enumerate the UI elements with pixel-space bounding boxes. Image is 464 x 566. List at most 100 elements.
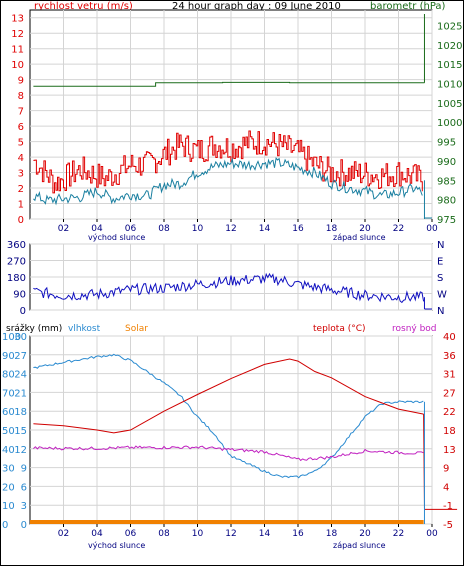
pressure-tick-label: 980: [437, 196, 456, 207]
compass-tick-label: E: [437, 257, 443, 268]
wind-speed-tick-label: 4: [18, 153, 24, 164]
panel1-x-tick-label: 02: [58, 224, 69, 234]
pressure-tick-label: 995: [437, 138, 456, 149]
precip-axis-label: srážky (mm): [6, 324, 62, 334]
dew-point-axis-label: rosný bod: [392, 324, 437, 334]
direction-tick-label: 360: [7, 240, 26, 251]
panel1-x-tick-label: 20: [359, 224, 371, 234]
humidity-tick-label: 21: [14, 388, 27, 399]
direction-tick-label: 0: [20, 306, 26, 317]
precip-tick-label: 40: [2, 445, 15, 456]
chart-title: 24 hour graph day : 09 June 2010: [172, 1, 341, 12]
pressure-line: [33, 81, 425, 87]
pressure-tick-label: 990: [437, 157, 456, 168]
panel3-x-tick-label: 08: [158, 529, 170, 539]
pressure-tick-label: 1000: [437, 118, 462, 129]
panel3-x-tick-label: 06: [125, 529, 137, 539]
temperature-line: [33, 358, 424, 434]
humidity-tick-label: 3: [21, 501, 27, 512]
precip-tick-label: 80: [2, 370, 15, 381]
compass-tick-label: S: [437, 273, 443, 284]
humidity-line: [33, 353, 424, 479]
wind-speed-tick-label: 6: [18, 122, 24, 133]
temperature-tick-label: 40: [443, 332, 456, 343]
wind-speed-tick-label: 3: [18, 169, 24, 180]
sunset-label: západ slunce: [333, 233, 386, 242]
compass-tick-label: W: [437, 290, 447, 301]
wind-speed-tick-label: 12: [11, 29, 24, 40]
temperature-humidity-panel: srážky (mm) vlhkost Solar teplota (°C) r…: [2, 324, 458, 550]
dew-point-line: [33, 445, 424, 462]
humidity-tick-label: 27: [14, 351, 27, 362]
temperature-tick-label: 36: [443, 351, 456, 362]
panel3-x-tick-label: 12: [225, 529, 236, 539]
wind-speed-axis-label: rychlost vetru (m/s): [34, 1, 133, 12]
temperature-tick-label: 9: [443, 464, 449, 475]
panel1-x-tick-label: 00: [426, 224, 438, 234]
panel3-x-tick-label: 02: [58, 529, 69, 539]
wind-speed-tick-label: 9: [18, 76, 24, 87]
precip-tick-label: 30: [2, 464, 15, 475]
humidity-axis-label: vlhkost: [68, 324, 101, 334]
temperature-tick-label: 27: [443, 388, 456, 399]
wind-speed-tick-label: 10: [11, 60, 24, 71]
precip-tick-label: 0: [2, 520, 8, 531]
wind-direction-line: [33, 272, 425, 304]
pressure-tick-label: 1010: [437, 80, 462, 91]
wind-speed-tick-label: 13: [11, 14, 24, 25]
pressure-tick-label: 1005: [437, 99, 462, 110]
precip-tick-label: 10: [2, 501, 15, 512]
panel1-x-tick-label: 18: [326, 224, 338, 234]
wind-speed-tick-label: 7: [18, 107, 24, 118]
panel3-x-tick-label: 00: [426, 529, 438, 539]
panel1-x-tick-label: 16: [292, 224, 304, 234]
panel3-x-tick-label: 20: [359, 529, 371, 539]
sunrise-label-bottom: východ slunce: [88, 541, 145, 550]
humidity-tick-label: 0: [21, 520, 27, 531]
humidity-tick-label: 18: [14, 407, 27, 418]
temperature-tick-label: 13: [443, 445, 456, 456]
direction-tick-label: 90: [13, 290, 26, 301]
temperature-tick-label: -1: [443, 501, 453, 512]
humidity-tick-label: 24: [14, 370, 27, 381]
solar-axis-label: Solar: [125, 324, 148, 334]
direction-tick-label: 270: [7, 257, 26, 268]
precip-tick-label: 90: [2, 351, 15, 362]
temperature-tick-label: 4: [443, 482, 449, 493]
panel1-x-tick-label: 12: [225, 224, 236, 234]
wind-speed-tick-label: 5: [18, 138, 24, 149]
panel3-x-tick-label: 16: [292, 529, 304, 539]
panel3-x-tick-label: 22: [393, 529, 404, 539]
pressure-tick-label: 1025: [437, 21, 462, 32]
direction-tick-label: 180: [7, 273, 26, 284]
temperature-tick-label: 31: [443, 370, 456, 381]
precip-tick-label: 20: [2, 482, 15, 493]
panel3-x-tick-label: 18: [326, 529, 338, 539]
pressure-tick-label: 1020: [437, 41, 462, 52]
precip-tick-label: 100: [2, 332, 21, 343]
precip-tick-label: 60: [2, 407, 15, 418]
panel3-x-tick-label: 04: [91, 529, 103, 539]
wind-speed-tick-label: 8: [18, 91, 24, 102]
sunrise-label: východ slunce: [88, 233, 145, 242]
precip-tick-label: 70: [2, 388, 15, 399]
temperature-axis-label: teplota (°C): [313, 324, 366, 334]
temperature-tick-label: 18: [443, 426, 456, 437]
wind-pressure-panel: rychlost vetru (m/s) 24 hour graph day :…: [11, 1, 462, 242]
panel1-x-tick-label: 22: [393, 224, 404, 234]
pressure-axis-label: barometr (hPa): [370, 1, 446, 12]
panel1-x-tick-label: 14: [259, 224, 271, 234]
panel1-x-tick-label: 08: [158, 224, 170, 234]
precip-tick-label: 50: [2, 426, 15, 437]
humidity-tick-label: 6: [21, 482, 27, 493]
solar-bar: [30, 520, 424, 524]
compass-tick-label: N: [437, 306, 444, 317]
panel1-x-tick-label: 06: [125, 224, 137, 234]
wind-speed-tick-label: 11: [11, 45, 24, 56]
humidity-tick-label: 9: [21, 464, 27, 475]
wind-speed-tick-label: 2: [18, 184, 24, 195]
compass-tick-label: N: [437, 240, 444, 251]
